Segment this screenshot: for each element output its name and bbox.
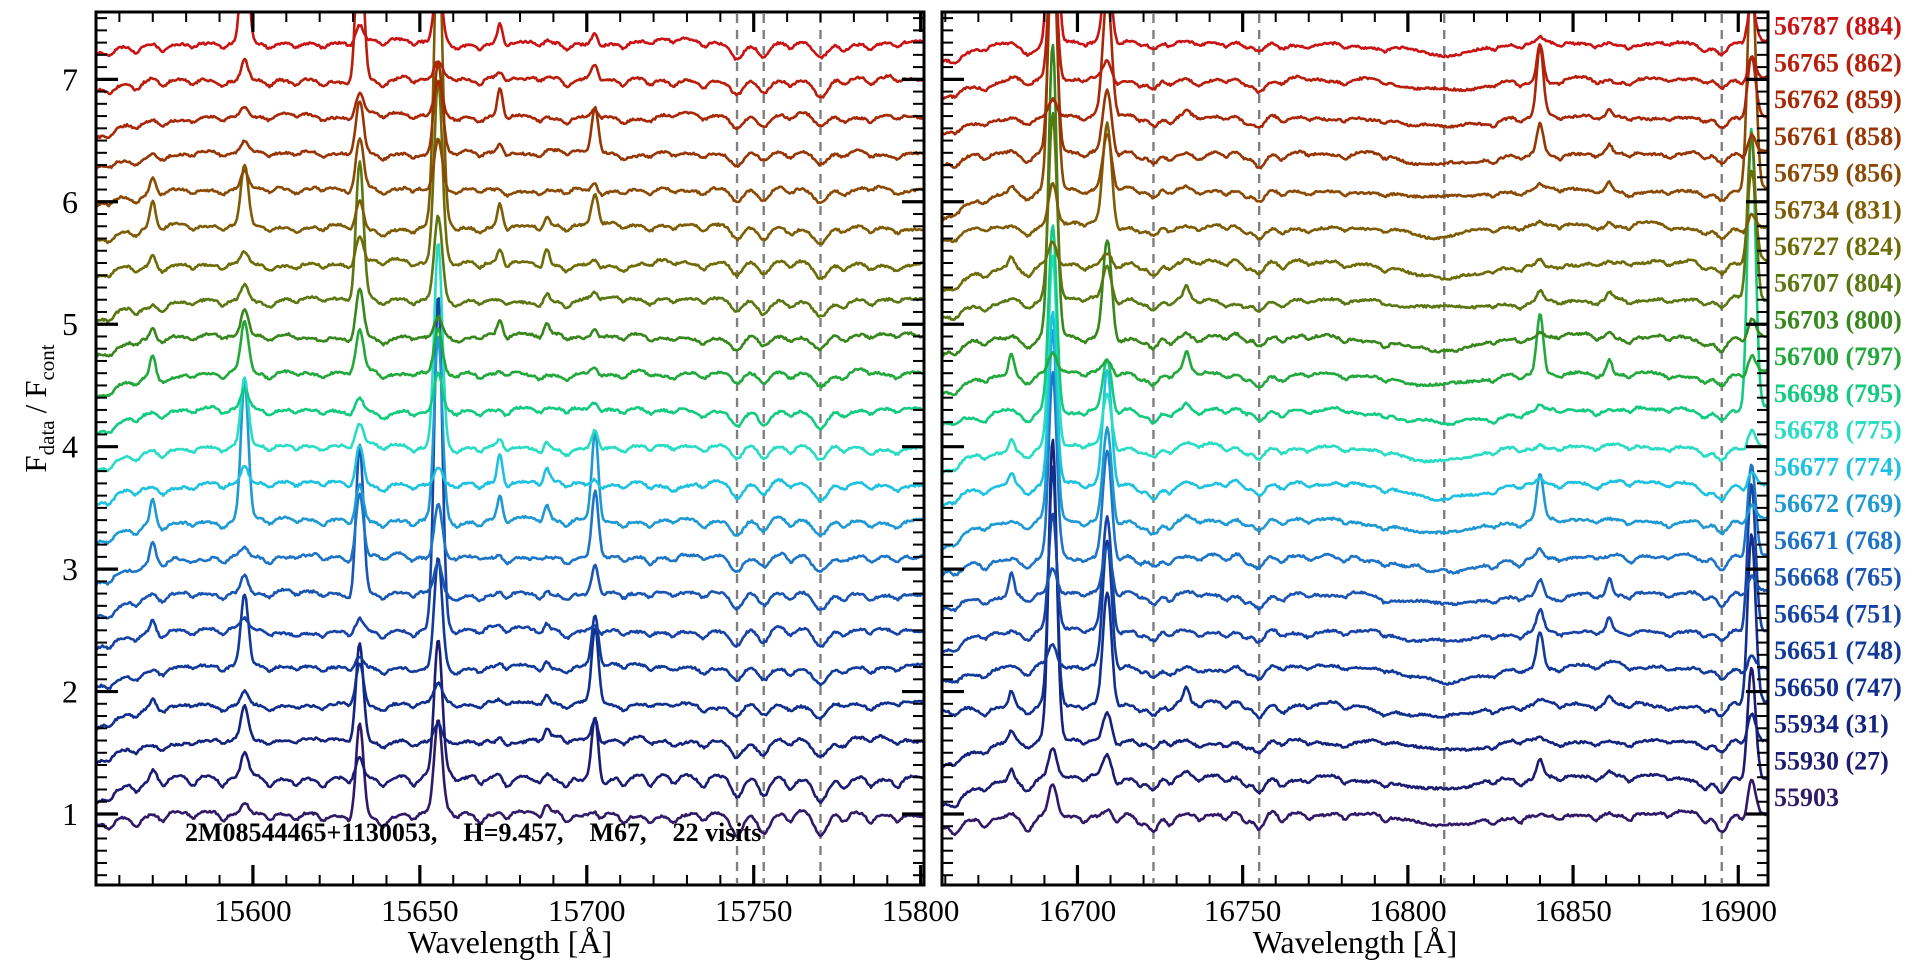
y-tick-label: 1 xyxy=(62,796,78,832)
spectrum-trace xyxy=(97,287,923,358)
spectrum-trace xyxy=(97,243,923,473)
spectrum-trace xyxy=(943,13,1767,136)
spectrum-trace xyxy=(943,13,1767,101)
visit-mjd-label: 56672 (769) xyxy=(1774,489,1902,518)
spectrum-trace xyxy=(943,778,1767,837)
tick-marks xyxy=(96,12,924,885)
star-annotation: 2M08544465+1130053, H=9.457, M67, 22 visits xyxy=(185,818,761,847)
visit-mjd-label: 56677 (774) xyxy=(1774,452,1902,481)
spectrum-trace xyxy=(97,371,923,436)
spectra-group xyxy=(97,13,923,838)
y-tick-label: 2 xyxy=(62,674,78,710)
spectrum-trace xyxy=(97,335,923,545)
visit-mjd-label: 56787 (884) xyxy=(1774,12,1902,41)
spectrum-trace xyxy=(97,443,923,620)
x-axis-label: Wavelength [Å] xyxy=(408,924,612,960)
spectrum-trace xyxy=(943,483,1767,654)
spectrum-trace xyxy=(943,13,1767,222)
spectrum-trace xyxy=(943,111,1767,322)
visit-mjd-label: 56700 (797) xyxy=(1774,342,1902,371)
x-axis-label: Wavelength [Å] xyxy=(1253,924,1457,960)
spectrum-trace xyxy=(943,43,1767,357)
spectrum-trace xyxy=(97,297,923,651)
x-tick-label: 16850 xyxy=(1534,893,1612,928)
visit-mjd-label: 56654 (751) xyxy=(1774,599,1902,628)
spectrum-trace xyxy=(97,13,923,246)
spectrum-trace xyxy=(943,254,1767,475)
spectrum-trace xyxy=(97,80,923,140)
y-tick-label: 6 xyxy=(62,184,78,220)
visit-mjd-label: 56703 (800) xyxy=(1774,305,1902,334)
spectrum-trace xyxy=(97,61,923,170)
x-tick-label: 16700 xyxy=(1039,893,1117,928)
spectrum-trace xyxy=(97,319,923,400)
visit-mjd-label: 55903 xyxy=(1774,783,1839,812)
visit-mjd-label: 56678 (775) xyxy=(1774,416,1902,445)
visit-mjd-label: 56668 (765) xyxy=(1774,563,1902,592)
spectrum-trace xyxy=(943,370,1767,577)
spectrum-trace xyxy=(943,666,1767,809)
y-tick-label: 3 xyxy=(62,551,78,587)
spectrum-trace xyxy=(97,444,923,507)
visit-mjd-label: 56671 (768) xyxy=(1774,526,1902,555)
spectrum-trace xyxy=(97,627,923,731)
spectrum-trace xyxy=(943,539,1767,686)
spectrum-trace xyxy=(943,438,1767,768)
spectrum-trace xyxy=(943,121,1767,244)
x-tick-label: 15800 xyxy=(882,893,960,928)
spectrum-trace xyxy=(97,137,923,208)
visit-mjd-label: 56650 (747) xyxy=(1774,673,1902,702)
spectrum-trace xyxy=(943,545,1767,613)
y-tick-label: 7 xyxy=(62,61,78,97)
spectrum-trace xyxy=(97,557,923,691)
visit-mjd-label: 56734 (831) xyxy=(1774,195,1902,224)
spectrum-trace xyxy=(943,328,1767,551)
spectrum-trace xyxy=(97,719,923,838)
spectrum-trace xyxy=(943,13,1767,65)
spectrum-trace xyxy=(97,13,923,61)
spectra-group xyxy=(943,13,1767,837)
spectrum-trace xyxy=(943,169,1767,293)
spectrum-trace xyxy=(943,13,1767,170)
visit-mjd-label: 56759 (856) xyxy=(1774,159,1902,188)
visit-mjd-label: 55934 (31) xyxy=(1774,710,1889,739)
x-tick-label: 16750 xyxy=(1204,893,1282,928)
panel-frame xyxy=(94,10,926,887)
visit-mjd-label: 56727 (824) xyxy=(1774,232,1902,261)
x-tick-label: 16900 xyxy=(1700,893,1778,928)
spectrum-trace xyxy=(97,13,923,99)
spectrum-trace xyxy=(97,79,923,281)
tick-marks xyxy=(942,12,1768,885)
panel-right: 16700 16750 16800 16850 16900 Wavelength [Å] xyxy=(940,10,1778,960)
visit-mjd-label: 56765 (862) xyxy=(1774,48,1902,77)
x-tick-label: 15750 xyxy=(715,893,793,928)
spectrum-trace xyxy=(943,313,1767,397)
spectrum-trace xyxy=(97,160,923,324)
visit-mjd-label: 56698 (795) xyxy=(1774,379,1902,408)
panel-left: 15600 15650 15700 15750 15800 Wavelength [Å] xyxy=(94,10,960,960)
spectrum-trace xyxy=(943,465,1767,720)
spectrum-trace xyxy=(97,639,923,805)
visit-mjd-label: 56761 (858) xyxy=(1774,122,1902,151)
y-axis-label: Fdata/Fcont xyxy=(18,344,59,472)
spectrum-trace xyxy=(943,127,1767,427)
spectrum-trace xyxy=(97,489,923,586)
spectrum-trace xyxy=(97,642,923,765)
panel-frame xyxy=(940,10,1770,887)
y-tick-label: 4 xyxy=(62,429,78,465)
visit-mjd-label: 56762 (859) xyxy=(1774,85,1902,114)
spectrum-trace xyxy=(943,310,1767,508)
x-tick-label: 15700 xyxy=(548,893,626,928)
visit-mjd-label: 56707 (804) xyxy=(1774,269,1902,298)
visit-mjd-label: 55930 (27) xyxy=(1774,746,1889,775)
x-tick-label: 16800 xyxy=(1369,893,1447,928)
x-tick-label: 15650 xyxy=(381,893,459,928)
visit-mjd-label: 56651 (748) xyxy=(1774,636,1902,665)
x-tick-label: 15600 xyxy=(214,893,292,928)
y-tick-label: 5 xyxy=(62,306,78,342)
